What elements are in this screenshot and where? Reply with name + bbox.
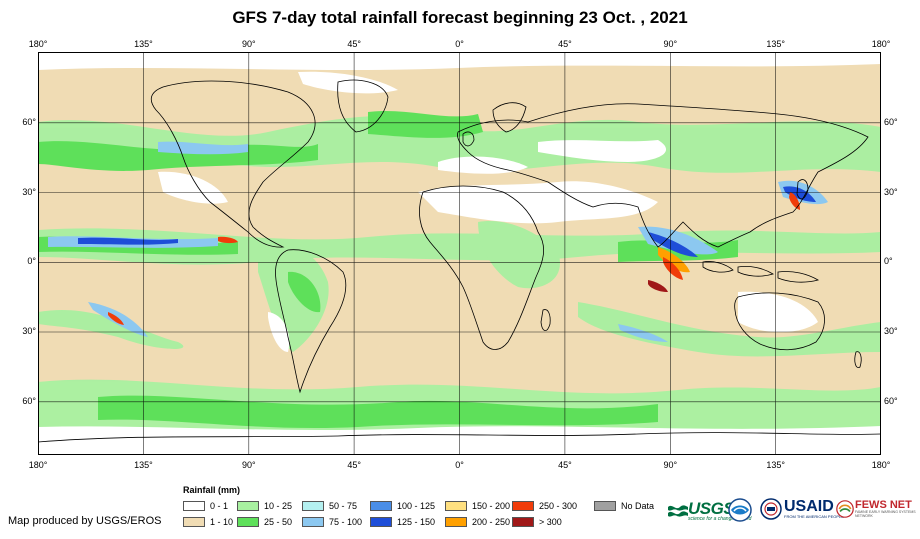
- lat-tick-left-label: 60°: [22, 395, 36, 406]
- legend-swatch: [512, 501, 534, 511]
- legend-label: 50 - 75: [329, 501, 358, 511]
- legend-item: 75 - 100: [302, 516, 362, 528]
- lat-tick-right-label: 0°: [884, 256, 893, 267]
- legend-swatch: [445, 501, 467, 511]
- lon-tick-top-label: 135°: [134, 39, 153, 49]
- legend-swatch: [183, 517, 205, 527]
- lat-tick-right-label: 30°: [884, 186, 898, 197]
- lat-tick-left-label: 60°: [22, 116, 36, 127]
- usgs-logo: USGS science for a changing world: [668, 500, 751, 522]
- legend-label: 200 - 250: [472, 517, 511, 527]
- legend-swatch: [183, 501, 205, 511]
- usgs-wave-icon: [668, 505, 688, 517]
- map-title: GFS 7-day total rainfall forecast beginn…: [232, 8, 688, 27]
- lon-tick-bottom-label: 45°: [558, 460, 572, 470]
- lon-tick-top-label: 90°: [663, 39, 678, 49]
- lon-tick-bottom-label: 90°: [241, 460, 256, 470]
- lon-tick-bottom-label: 135°: [134, 460, 153, 470]
- legend-item: > 300: [512, 516, 562, 528]
- lon-tick-top-label: 135°: [766, 39, 785, 49]
- legend-swatch: [512, 517, 534, 527]
- legend-label: > 300: [539, 517, 562, 527]
- rainfall-125-150-areas: [78, 186, 816, 257]
- legend-swatch: [594, 501, 616, 511]
- legend-item: No Data: [594, 500, 654, 512]
- lon-tick-top-label: 45°: [347, 39, 361, 49]
- legend-swatch: [370, 517, 392, 527]
- lat-tick-right-label: 60°: [884, 395, 898, 406]
- lon-tick-bottom-label: 0°: [455, 460, 464, 470]
- lon-tick-bottom-label: 45°: [347, 460, 361, 470]
- continent-outlines: [38, 79, 881, 443]
- fews-name: FEWS NET: [855, 499, 912, 511]
- noaa-seal-icon: [728, 498, 752, 522]
- legend-swatch: [302, 517, 324, 527]
- legend-swatch: [237, 501, 259, 511]
- legend-item: 250 - 300: [512, 500, 577, 512]
- usgs-tagline: science for a changing world: [688, 516, 752, 522]
- legend-label: 100 - 125: [397, 501, 436, 511]
- legend-item: 1 - 10: [183, 516, 233, 528]
- credit-text: Map produced by USGS/EROS: [8, 515, 162, 527]
- legend-label: 150 - 200: [472, 501, 511, 511]
- rainfall-map: [38, 52, 881, 455]
- legend-label: 10 - 25: [264, 501, 293, 511]
- fews-logo: FEWS NET FAMINE EARLY WARNING SYSTEMS NE…: [836, 498, 920, 520]
- rainfall-250-plus-areas: [108, 192, 800, 325]
- legend-item: 100 - 125: [370, 500, 435, 512]
- lon-tick-top-label: 0°: [455, 39, 464, 49]
- legend-item: 50 - 75: [302, 500, 357, 512]
- lat-tick-left-label: 0°: [27, 256, 36, 267]
- fews-globe-icon: [836, 500, 854, 518]
- usaid-name: USAID: [784, 498, 834, 515]
- rainfall-25-50-areas: [38, 110, 738, 429]
- legend-label: 0 - 1: [210, 501, 229, 511]
- legend-item: 0 - 1: [183, 500, 228, 512]
- lat-tick-left-label: 30°: [22, 326, 36, 336]
- lat-tick-right-label: 30°: [884, 326, 898, 336]
- legend-swatch: [237, 517, 259, 527]
- lon-tick-top-label: 180°: [28, 39, 48, 49]
- legend-label: 25 - 50: [264, 517, 293, 527]
- lon-tick-bottom-label: 180°: [28, 460, 48, 470]
- lon-tick-top-label: 180°: [871, 39, 891, 49]
- lat-tick-right-label: 60°: [884, 116, 898, 127]
- legend-label: 1 - 10: [210, 517, 234, 527]
- fews-tagline: FAMINE EARLY WARNING SYSTEMS NETWORK: [855, 510, 916, 518]
- noaa-logo: [728, 498, 752, 522]
- legend-label: No Data: [621, 501, 655, 511]
- lon-tick-bottom-label: 180°: [871, 460, 891, 470]
- legend-label: 250 - 300: [539, 501, 578, 511]
- legend-swatch: [302, 501, 324, 511]
- usaid-seal-icon: [760, 498, 782, 520]
- legend-item: 25 - 50: [237, 516, 292, 528]
- lon-tick-top-label: 45°: [558, 39, 572, 49]
- graticule: [38, 52, 881, 455]
- lon-tick-bottom-label: 135°: [766, 460, 785, 470]
- lon-tick-bottom-label: 90°: [663, 460, 678, 470]
- legend-item: 150 - 200: [445, 500, 510, 512]
- legend-item: 10 - 25: [237, 500, 292, 512]
- legend-item: 125 - 150: [370, 516, 435, 528]
- usaid-logo: USAID FROM THE AMERICAN PEOPLE: [760, 498, 844, 520]
- legend-label: 75 - 100: [329, 517, 363, 527]
- legend-title: Rainfall (mm): [183, 485, 241, 495]
- legend-swatch: [445, 517, 467, 527]
- lat-tick-left-label: 30°: [22, 186, 36, 197]
- legend-item: 200 - 250: [445, 516, 510, 528]
- usaid-tagline: FROM THE AMERICAN PEOPLE: [784, 514, 844, 519]
- legend-swatch: [370, 501, 392, 511]
- legend-label: 125 - 150: [397, 517, 436, 527]
- lon-tick-top-label: 90°: [241, 39, 256, 49]
- usgs-name: USGS: [688, 499, 735, 518]
